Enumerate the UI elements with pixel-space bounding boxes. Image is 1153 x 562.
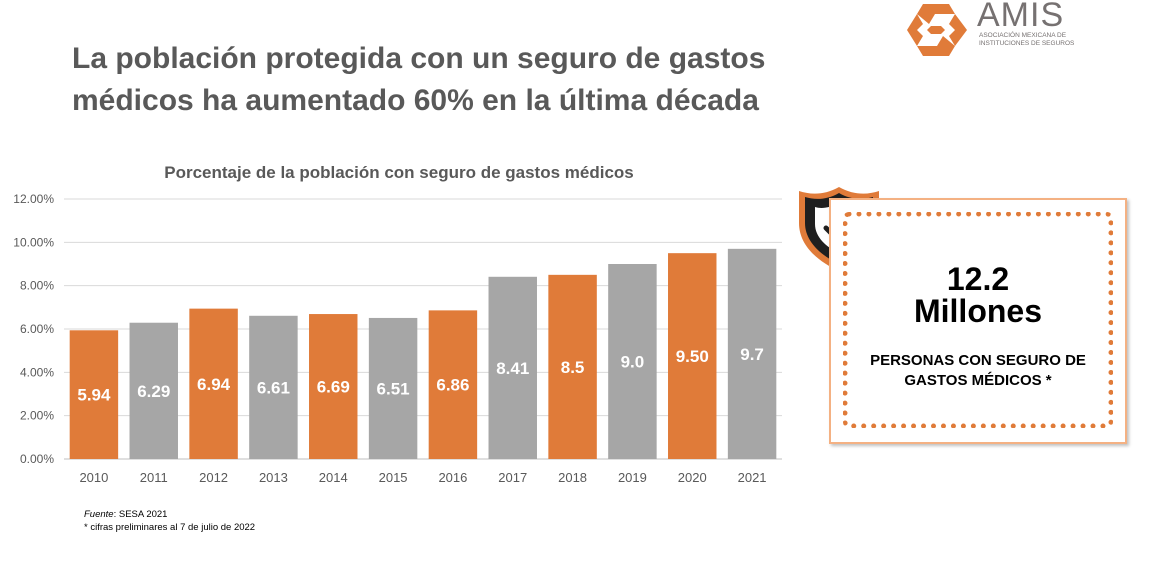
data-label: 6.51 (377, 379, 410, 398)
y-tick-label: 10.00% (13, 235, 54, 249)
bar-2011 (129, 322, 178, 459)
bar-2014 (309, 314, 358, 459)
x-tick-label: 2018 (558, 470, 587, 485)
data-label: 6.94 (197, 375, 231, 394)
x-tick-label: 2016 (438, 470, 467, 485)
callout-dotted-frame (843, 212, 1113, 428)
y-axis-ticks: 0.00% 2.00% 4.00% 6.00% 8.00% 10.00% 12.00% (13, 192, 54, 466)
source-text: : SESA 2021 (113, 509, 168, 520)
data-label: 6.61 (257, 378, 290, 397)
bar-series (69, 248, 777, 459)
logo-name: AMIS (977, 0, 1065, 34)
y-tick-label: 8.00% (20, 279, 54, 293)
x-tick-label: 2012 (199, 470, 228, 485)
amis-logo: AMIS ASOCIACIÓN MEXICANA DE INSTITUCIONE… (905, 0, 1105, 58)
x-tick-label: 2014 (319, 470, 348, 485)
x-tick-label: 2013 (259, 470, 288, 485)
data-label: 6.69 (317, 378, 350, 397)
x-tick-label: 2021 (738, 470, 767, 485)
bar-2017 (488, 276, 537, 459)
x-tick-label: 2020 (678, 470, 707, 485)
bar-2021 (727, 248, 777, 459)
data-label: 9.7 (740, 345, 764, 364)
y-tick-label: 0.00% (20, 452, 54, 466)
data-label: 9.50 (676, 347, 709, 366)
bar-2015 (368, 317, 418, 459)
data-label: 6.86 (436, 376, 469, 395)
page-title: La población protegida con un seguro de … (72, 42, 766, 117)
x-tick-label: 2011 (140, 470, 168, 485)
x-tick-label: 2017 (498, 470, 527, 485)
source-note: Fuente: SESA 2021 * cifras preliminares … (84, 508, 255, 534)
bar-2013 (249, 315, 298, 459)
bar-2010 (69, 330, 119, 459)
data-label: 8.41 (496, 359, 529, 378)
summary-callout: 12.2 Millones PERSONAS CON SEGURO DE GAS… (829, 198, 1127, 444)
data-label: 6.29 (137, 382, 170, 401)
bar-2016 (428, 310, 478, 459)
x-tick-label: 2015 (379, 470, 408, 485)
callout-number: 12.2 (946, 261, 1010, 297)
data-labels: 5.94 6.29 6.94 6.61 6.69 6.51 6.86 8.41 8.5 9.0 9.… (77, 345, 764, 405)
bar-2012 (189, 308, 238, 459)
footnote: * cifras preliminares al 7 de julio de 2… (84, 522, 256, 533)
bar-2020 (668, 253, 717, 459)
callout-description: PERSONAS CON SEGURO DE GASTOS MÉDICOS * (870, 352, 1086, 389)
x-tick-label: 2019 (618, 470, 647, 485)
y-tick-label: 6.00% (20, 322, 54, 336)
data-label: 9.0 (621, 353, 645, 372)
bar-chart: Porcentaje de la población con seguro de… (13, 163, 782, 485)
bar-2018 (548, 274, 597, 459)
amis-logo-icon (907, 4, 967, 56)
data-label: 8.5 (561, 358, 585, 377)
y-tick-label: 12.00% (13, 192, 54, 206)
logo-subtitle: ASOCIACIÓN MEXICANA DE INSTITUCIONES DE … (979, 32, 1075, 47)
chart-gridlines (64, 198, 782, 460)
x-axis-ticks: 2010 2011 2012 2013 2014 2015 2016 2017 2018 2019… (79, 470, 766, 485)
data-label: 5.94 (77, 386, 111, 405)
y-tick-label: 2.00% (20, 409, 54, 423)
source-label: Fuente (84, 509, 114, 520)
callout-unit: Millones (913, 293, 1042, 329)
x-tick-label: 2010 (79, 470, 108, 485)
chart-title: Porcentaje de la población con seguro de… (164, 163, 634, 182)
y-tick-label: 4.00% (20, 365, 54, 379)
bar-2019 (608, 264, 657, 459)
